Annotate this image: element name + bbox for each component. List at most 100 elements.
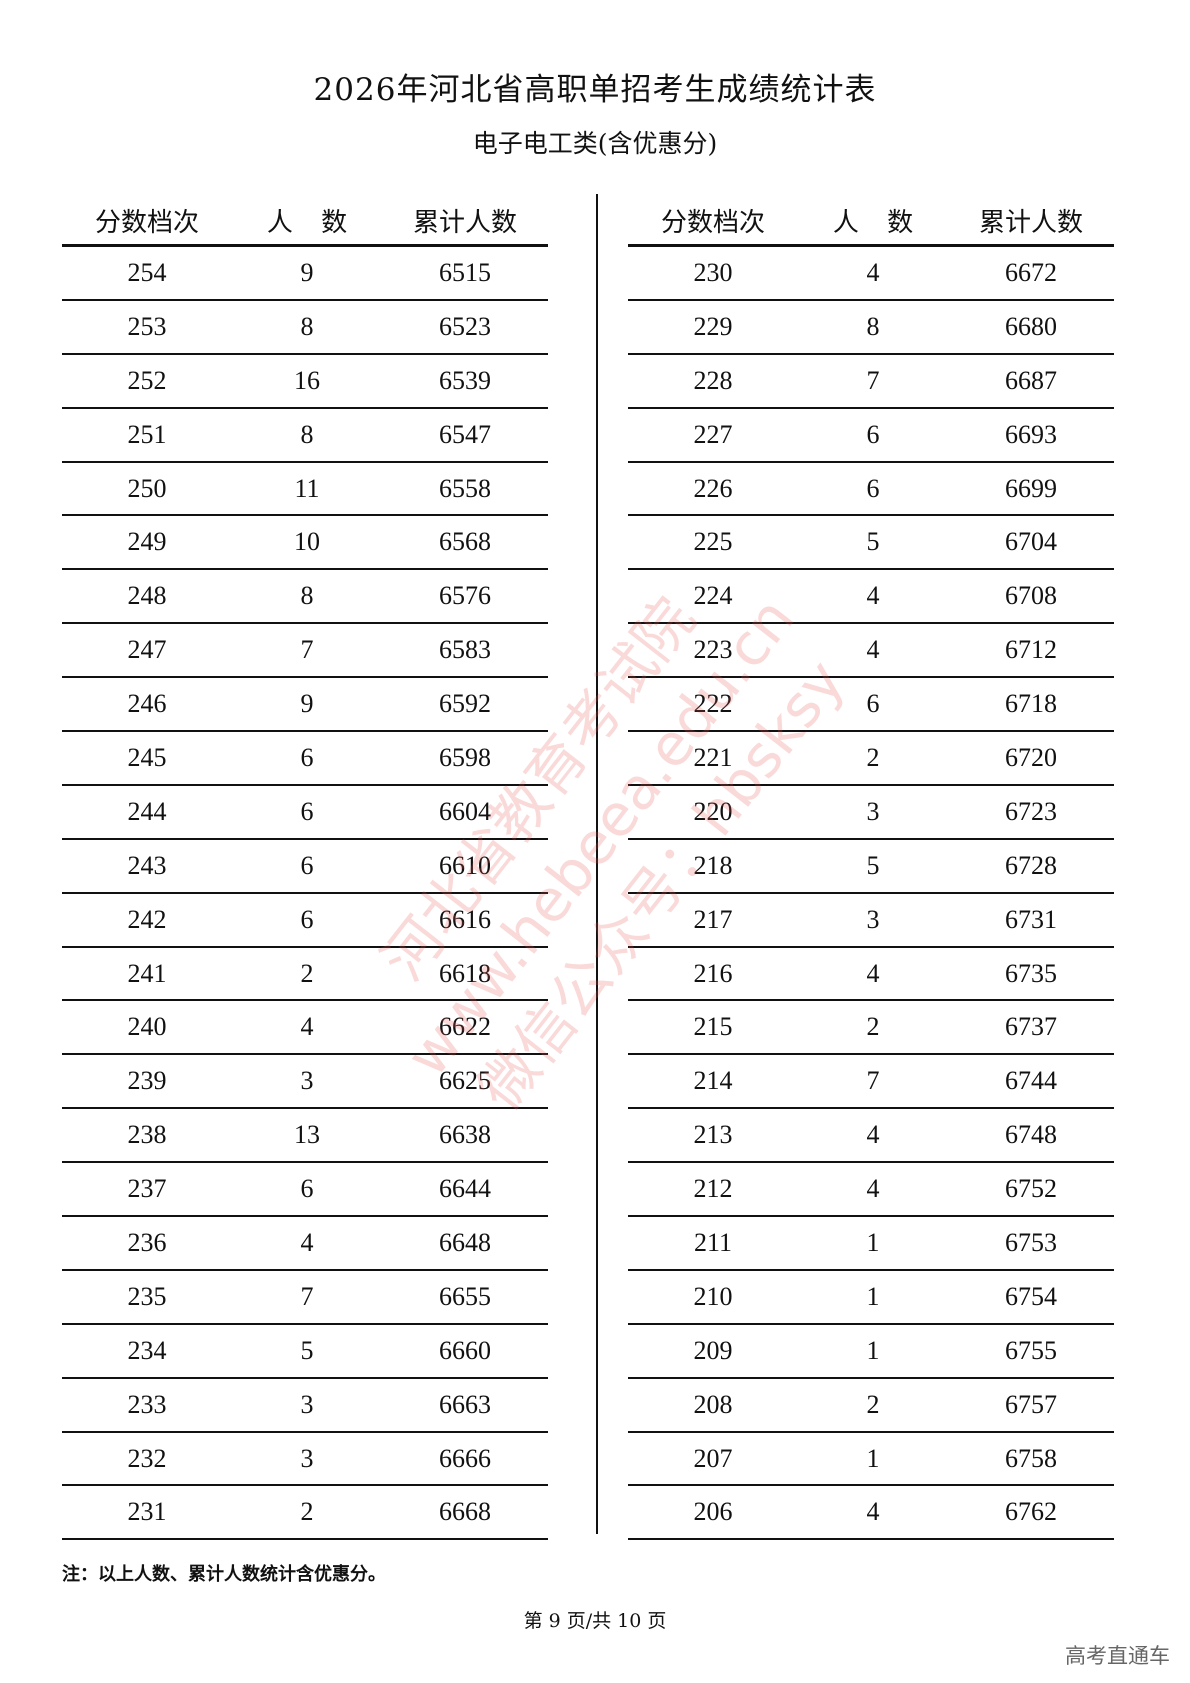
cumulative-cell: 6618 (439, 958, 491, 988)
cumulative-cell: 6754 (1005, 1281, 1057, 1311)
table-row: 224 4 6708 (628, 570, 1114, 625)
cumulative-cell: 6622 (439, 1012, 491, 1042)
count-cell: 4 (866, 1120, 880, 1150)
cumulative-cell: 6625 (439, 1066, 491, 1096)
cumulative-cell: 6515 (439, 257, 491, 287)
score-cell: 235 (127, 1281, 167, 1311)
count-cell: 1 (866, 1281, 880, 1311)
count-cell: 3 (300, 1443, 314, 1473)
score-cell: 228 (693, 365, 733, 395)
header-score: 分数档次 (94, 207, 199, 238)
table-row: 244 6 6604 (62, 786, 548, 840)
count-cell: 8 (866, 311, 880, 341)
count-cell: 9 (300, 257, 314, 287)
cumulative-cell: 6604 (439, 796, 491, 826)
table-row: 213 4 6748 (628, 1109, 1114, 1164)
column-divider (596, 194, 598, 1534)
cumulative-cell: 6576 (439, 581, 491, 611)
table-row: 236 4 6648 (62, 1217, 548, 1271)
table-row: 251 8 6547 (62, 409, 548, 463)
table-row: 239 3 6625 (62, 1055, 548, 1110)
table-row: 247 7 6583 (62, 624, 548, 679)
score-cell: 249 (127, 527, 167, 557)
header-cumulative: 累计人数 (412, 207, 517, 238)
cumulative-cell: 6660 (439, 1335, 491, 1365)
score-cell: 210 (693, 1281, 733, 1311)
count-cell: 1 (866, 1443, 880, 1473)
table-row: 209 1 6755 (628, 1325, 1114, 1379)
score-cell: 250 (127, 473, 167, 503)
score-cell: 221 (693, 742, 733, 772)
count-cell: 2 (300, 1497, 314, 1527)
score-cell: 246 (127, 689, 167, 719)
count-cell: 3 (866, 904, 880, 934)
count-cell: 6 (300, 850, 314, 880)
table-row: 223 4 6712 (628, 624, 1114, 679)
score-cell: 226 (693, 473, 733, 503)
cumulative-cell: 6539 (439, 365, 491, 395)
cumulative-cell: 6748 (1005, 1120, 1057, 1150)
cumulative-cell: 6644 (439, 1174, 491, 1204)
cumulative-cell: 6648 (439, 1227, 491, 1257)
cumulative-cell: 6672 (1005, 257, 1057, 287)
score-cell: 242 (127, 904, 167, 934)
count-cell: 3 (300, 1389, 314, 1419)
table-row: 206 4 6762 (628, 1486, 1114, 1541)
score-cell: 216 (693, 958, 733, 988)
score-cell: 236 (127, 1227, 167, 1257)
score-cell: 208 (693, 1389, 733, 1419)
count-cell: 5 (866, 850, 880, 880)
cumulative-cell: 6568 (439, 527, 491, 557)
score-cell: 253 (127, 311, 167, 341)
count-cell: 8 (300, 419, 314, 449)
count-cell: 4 (866, 635, 880, 665)
header-score: 分数档次 (660, 207, 765, 238)
table-row: 235 7 6655 (62, 1271, 548, 1325)
score-cell: 247 (127, 635, 167, 665)
cumulative-cell: 6680 (1005, 311, 1057, 341)
count-cell: 4 (866, 581, 880, 611)
cumulative-cell: 6723 (1005, 796, 1057, 826)
cumulative-cell: 6666 (439, 1443, 491, 1473)
score-cell: 237 (127, 1174, 167, 1204)
score-cell: 245 (127, 742, 167, 772)
count-cell: 6 (866, 473, 880, 503)
cumulative-cell: 6752 (1005, 1174, 1057, 1204)
score-cell: 252 (127, 365, 167, 395)
count-cell: 1 (866, 1335, 880, 1365)
table-row: 220 3 6723 (628, 786, 1114, 840)
count-cell: 13 (294, 1120, 320, 1150)
header-count: 人 数 (266, 207, 348, 238)
score-table-left: 分数档次 人 数 累计人数 254 9 6515 253 8 6523 252 16 6539 2… (62, 196, 548, 1541)
cumulative-cell: 6655 (439, 1281, 491, 1311)
count-cell: 6 (300, 796, 314, 826)
cumulative-cell: 6592 (439, 689, 491, 719)
footnote: 注：以上人数、累计人数统计含优惠分。 (62, 1564, 386, 1585)
table-row: 228 7 6687 (628, 355, 1114, 409)
cumulative-cell: 6753 (1005, 1227, 1057, 1257)
cumulative-cell: 6712 (1005, 635, 1057, 665)
table-row: 233 3 6663 (62, 1379, 548, 1433)
score-cell: 229 (693, 311, 733, 341)
score-cell: 241 (127, 958, 167, 988)
count-cell: 5 (866, 527, 880, 557)
table-row: 237 6 6644 (62, 1163, 548, 1218)
count-cell: 6 (866, 419, 880, 449)
cumulative-cell: 6755 (1005, 1335, 1057, 1365)
score-cell: 244 (127, 796, 167, 826)
cumulative-cell: 6687 (1005, 365, 1057, 395)
cumulative-cell: 6744 (1005, 1066, 1057, 1096)
count-cell: 7 (300, 1281, 314, 1311)
table-row: 250 11 6558 (62, 463, 548, 517)
table-row: 252 16 6539 (62, 355, 548, 409)
table-row: 225 5 6704 (628, 516, 1114, 571)
cumulative-cell: 6598 (439, 742, 491, 772)
count-cell: 16 (294, 365, 320, 395)
count-cell: 7 (866, 365, 880, 395)
table-row: 249 10 6568 (62, 516, 548, 571)
count-cell: 6 (866, 689, 880, 719)
score-cell: 240 (127, 1012, 167, 1042)
table-row: 218 5 6728 (628, 840, 1114, 894)
cumulative-cell: 6547 (439, 419, 491, 449)
cumulative-cell: 6668 (439, 1497, 491, 1527)
